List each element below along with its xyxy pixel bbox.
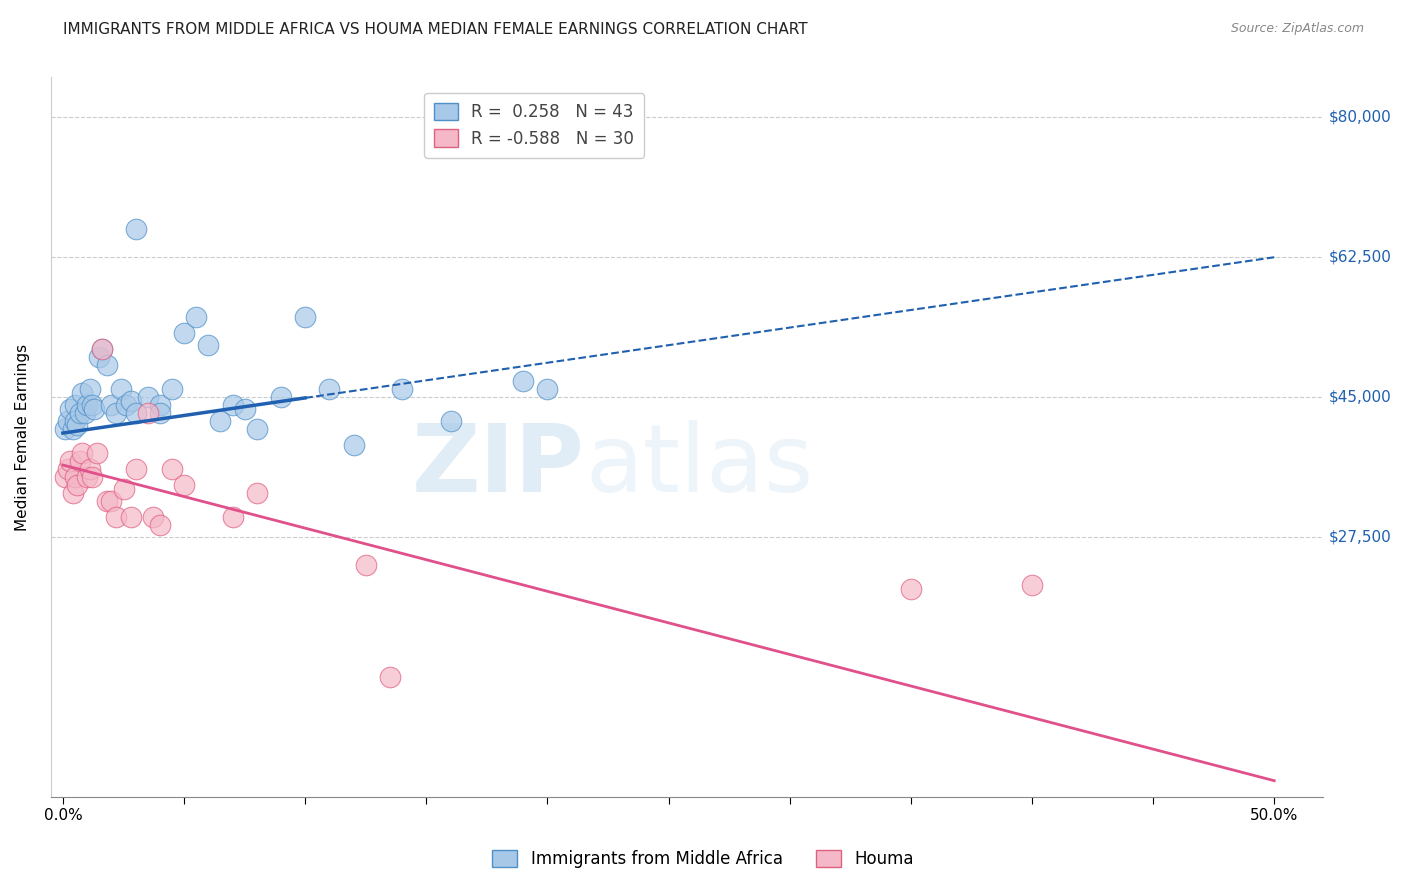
Text: $62,500: $62,500 [1329,250,1392,265]
Point [89,350,111,364]
Point [80,398,103,412]
Point [233,402,256,417]
Point [136,390,159,404]
Point [149,406,172,420]
Point [105,510,128,524]
Point [66,478,89,492]
Point [120,394,142,409]
Point [115,398,138,412]
Point [294,310,316,325]
Point [69,454,91,468]
Point [80,470,103,484]
Point [221,510,243,524]
Point [536,382,558,396]
Point [246,486,269,500]
Point [96,358,118,372]
Point [69,406,91,420]
Point [90,342,112,356]
Point [90,342,112,356]
Point [124,406,146,420]
Point [76,470,98,484]
Point [59,402,82,417]
Point [72,386,94,401]
Point [120,510,142,524]
Text: ZIP: ZIP [412,420,585,512]
Point [439,414,461,428]
Text: $27,500: $27,500 [1329,530,1392,544]
Text: $45,000: $45,000 [1329,390,1392,405]
Point [160,382,183,396]
Point [63,398,86,412]
Point [53,422,76,436]
Point [512,374,534,388]
Point [197,338,219,352]
Point [1021,578,1043,592]
Point [110,382,132,396]
Point [186,310,208,325]
Point [354,558,377,572]
Point [124,222,146,236]
Y-axis label: Median Female Earnings: Median Female Earnings [15,343,30,531]
Point [63,470,86,484]
Point [221,398,243,412]
Point [62,422,84,436]
Point [900,582,922,596]
Point [391,382,413,396]
Point [79,382,101,396]
Point [136,406,159,420]
Point [62,486,84,500]
Point [73,406,96,420]
Point [124,462,146,476]
Point [173,326,195,341]
Point [72,446,94,460]
Point [149,398,172,412]
Point [209,414,232,428]
Point [56,462,79,476]
Point [76,398,98,412]
Point [100,398,122,412]
Legend: Immigrants from Middle Africa, Houma: Immigrants from Middle Africa, Houma [485,843,921,875]
Legend: R =  0.258   N = 43, R = -0.588   N = 30: R = 0.258 N = 43, R = -0.588 N = 30 [425,93,644,158]
Point [105,406,128,420]
Text: Source: ZipAtlas.com: Source: ZipAtlas.com [1230,22,1364,36]
Point [96,494,118,508]
Point [318,382,340,396]
Point [112,482,135,496]
Text: $80,000: $80,000 [1329,110,1392,125]
Point [53,470,76,484]
Point [59,454,82,468]
Point [378,670,401,684]
Point [86,446,108,460]
Point [63,414,86,428]
Point [56,414,79,428]
Point [100,494,122,508]
Point [270,390,292,404]
Point [142,510,165,524]
Text: IMMIGRANTS FROM MIDDLE AFRICA VS HOUMA MEDIAN FEMALE EARNINGS CORRELATION CHART: IMMIGRANTS FROM MIDDLE AFRICA VS HOUMA M… [63,22,808,37]
Point [160,462,183,476]
Point [173,478,195,492]
Point [149,518,172,533]
Point [246,422,269,436]
Text: atlas: atlas [585,420,813,512]
Point [66,418,89,433]
Point [83,402,105,417]
Point [343,438,366,452]
Point [79,462,101,476]
